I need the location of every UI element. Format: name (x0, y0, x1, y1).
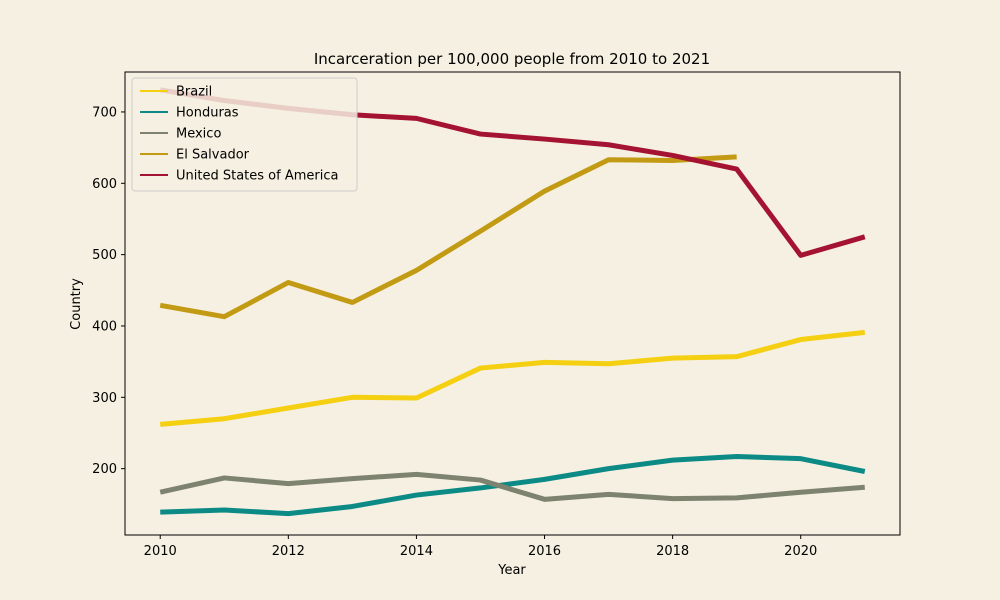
x-axis-title: Year (497, 563, 526, 578)
legend-box (131, 77, 358, 192)
series-line-mexico (159, 471, 865, 502)
legend-label-honduras: Honduras (176, 106, 239, 121)
y-tick-label: 500 (92, 248, 117, 263)
legend-label-el-salvador: El Salvador (176, 148, 250, 163)
y-tick-label: 400 (92, 319, 117, 334)
y-tick-label: 600 (92, 177, 117, 192)
y-tick-label: 700 (92, 105, 117, 120)
legend-label-mexico: Mexico (176, 127, 221, 142)
series-line-el-salvador (159, 154, 737, 320)
legend: Brazil Honduras Mexico El Salvador United St… (131, 77, 358, 192)
axes-frame (124, 71, 901, 536)
legend-label-brazil: Brazil (176, 85, 212, 100)
axes-layer: 2010 2012 2014 2016 2018 2020 200 300 400 500 600 7… (92, 71, 901, 559)
series-line-honduras (160, 454, 866, 517)
legend-label-united-states-of-america: United States of America (176, 169, 338, 184)
x-tick-label: 2012 (272, 544, 305, 559)
y-axis-title: Country (69, 278, 84, 330)
x-tick-label: 2010 (144, 544, 177, 559)
y-tick-label: 200 (92, 462, 117, 477)
series-line-brazil (160, 329, 866, 427)
y-tick-label: 300 (92, 391, 117, 406)
x-tick-label: 2014 (400, 544, 433, 559)
chart-title: Incarceration per 100,000 people from 20… (314, 50, 710, 68)
x-tick-label: 2020 (784, 544, 817, 559)
x-tick-label: 2016 (528, 544, 561, 559)
x-tick-label: 2018 (656, 544, 689, 559)
